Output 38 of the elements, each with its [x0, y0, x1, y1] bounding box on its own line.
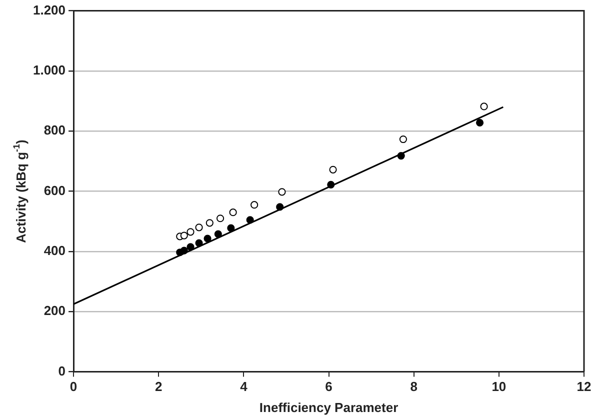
- point: [180, 246, 188, 254]
- point: [276, 203, 284, 211]
- point: [278, 188, 286, 196]
- point: [195, 224, 203, 232]
- y-tick-label: 0: [58, 363, 66, 378]
- x-tick-label: 2: [154, 379, 162, 394]
- y-tick-label: 1.200: [32, 2, 66, 18]
- y-tick-label: 200: [44, 303, 66, 318]
- x-axis-title: Inefficiency Parameter: [259, 400, 398, 415]
- y-axis-title: Activity (kBq g-1): [11, 140, 29, 243]
- x-tick-label: 6: [325, 379, 332, 394]
- point: [206, 219, 214, 227]
- y-tick-label: 1.000: [32, 62, 66, 78]
- x-tick-label: 0: [70, 379, 78, 394]
- point: [214, 230, 222, 238]
- x-tick-label: 12: [576, 379, 592, 394]
- point: [250, 201, 258, 209]
- point: [180, 232, 188, 240]
- point: [229, 208, 237, 216]
- point: [480, 102, 488, 110]
- point: [246, 216, 254, 224]
- point: [327, 180, 335, 188]
- point: [329, 166, 337, 174]
- point: [476, 118, 484, 127]
- x-tick-label: 10: [492, 379, 506, 394]
- x-tick-label: 8: [410, 379, 418, 394]
- y-tick-label: 600: [44, 182, 66, 198]
- point: [186, 228, 194, 236]
- y-tick-label: 800: [44, 122, 66, 138]
- point: [399, 135, 408, 144]
- point: [204, 234, 212, 242]
- y-tick-label: 400: [44, 243, 66, 258]
- point: [397, 152, 405, 160]
- point: [186, 243, 194, 251]
- point: [227, 224, 235, 232]
- x-tick-label: 4: [240, 379, 248, 394]
- point: [195, 239, 203, 247]
- point: [216, 214, 224, 222]
